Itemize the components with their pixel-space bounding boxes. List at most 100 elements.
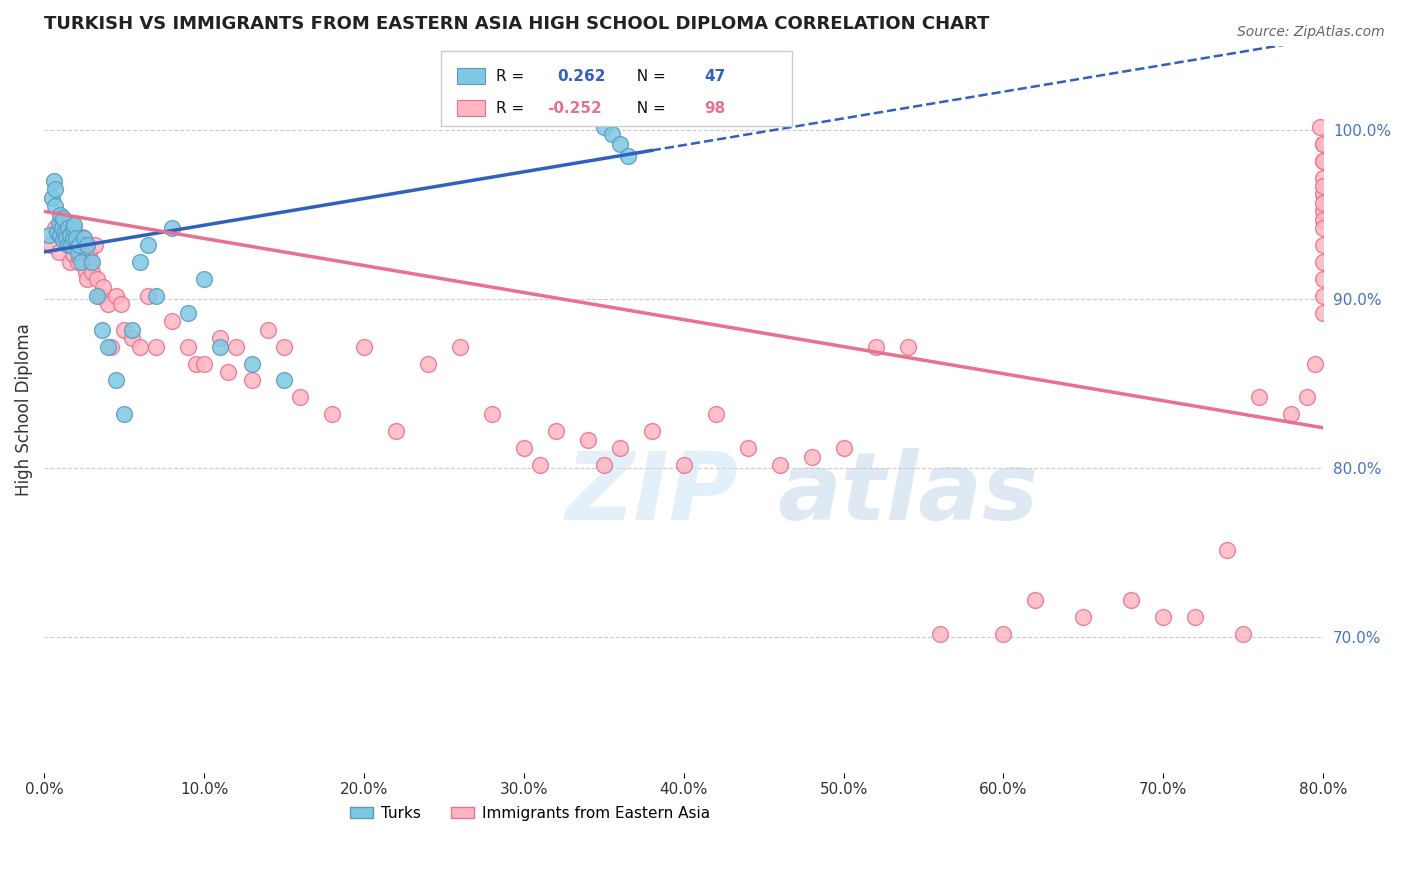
Text: atlas: atlas [778,448,1038,540]
Point [1312,204,1334,219]
Point [136,289,159,303]
Point [70,255,93,269]
FancyBboxPatch shape [457,68,485,84]
Point [609,441,631,455]
Point [321,407,343,421]
Point [62,231,84,245]
Point [56,238,79,252]
Point [529,458,551,472]
Point [48,216,70,230]
Point [145,289,167,303]
Text: -0.252: -0.252 [547,102,602,117]
Point [544,424,567,438]
Point [72,229,94,244]
Text: N =: N = [627,70,671,85]
Point [52,214,75,228]
Point [1312,170,1334,185]
Point [177,306,200,320]
Point [1296,390,1319,404]
Point [1312,238,1334,252]
Text: 98: 98 [704,102,725,117]
Point [592,120,614,134]
Point [49,208,72,222]
Point [1312,195,1334,210]
Point [240,357,263,371]
Point [928,627,950,641]
Point [73,231,96,245]
Point [86,272,108,286]
Point [416,357,439,371]
Point [513,441,536,455]
Point [576,433,599,447]
Point [800,450,823,464]
Point [65,231,87,245]
Point [177,340,200,354]
Point [385,424,408,438]
Point [67,238,90,252]
Point [53,221,76,235]
Point [1303,357,1326,371]
Point [609,136,631,151]
Point [52,211,75,226]
Point [672,458,695,472]
Point [67,250,90,264]
Point [63,238,86,252]
Text: 0.262: 0.262 [557,70,606,85]
Point [110,297,132,311]
Point [90,323,112,337]
Point [76,272,98,286]
Point [600,127,623,141]
Y-axis label: High School Diploma: High School Diploma [15,323,32,496]
Point [66,255,89,269]
Point [45,225,67,239]
Point [184,357,207,371]
Point [1312,306,1334,320]
Point [273,374,295,388]
Point [59,228,82,243]
Text: Source: ZipAtlas.com: Source: ZipAtlas.com [1237,25,1385,39]
Point [75,265,97,279]
Point [56,228,79,243]
Point [41,191,63,205]
Point [217,365,239,379]
Point [38,228,60,243]
Point [70,238,93,252]
Point [193,357,215,371]
Point [51,231,73,245]
Point [60,238,83,252]
Point [67,238,90,252]
Point [1073,610,1095,624]
Point [208,331,231,345]
Point [112,407,135,421]
Point [55,231,77,245]
Point [86,289,108,303]
Point [240,374,263,388]
Point [65,229,87,244]
Text: N =: N = [627,102,671,117]
Point [112,323,135,337]
Point [44,221,66,235]
Point [105,374,128,388]
Point [616,148,638,162]
Point [1312,187,1334,202]
Text: R =: R = [496,102,529,117]
Point [1312,136,1334,151]
Point [84,238,107,252]
Point [737,441,759,455]
Point [62,221,84,235]
Point [1184,610,1206,624]
Point [1216,542,1239,557]
Point [136,238,159,252]
Point [62,246,84,260]
Point [1312,221,1334,235]
Point [49,228,72,243]
Point [481,407,503,421]
Point [273,340,295,354]
Point [44,199,66,213]
Point [89,289,111,303]
Point [832,441,855,455]
Point [97,297,120,311]
Point [48,244,70,259]
Point [100,340,122,354]
Point [1312,289,1334,303]
